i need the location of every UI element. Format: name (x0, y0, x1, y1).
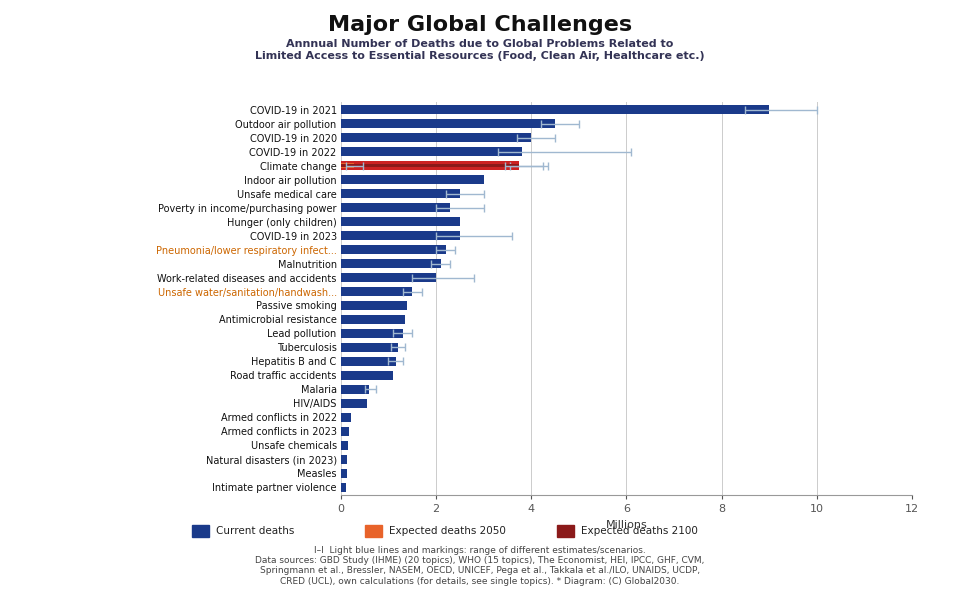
Bar (341, 301, 407, 310)
X-axis label: Millions: Millions (606, 520, 647, 530)
Text: Springmann et al., Bressler, NASEM, OECD, UNICEF, Pega et al., Takkala et al./IL: Springmann et al., Bressler, NASEM, OECD… (260, 566, 700, 575)
Bar (341, 441, 348, 450)
Bar (341, 163, 354, 168)
Text: Expected deaths 2100: Expected deaths 2100 (581, 526, 698, 536)
Bar (341, 147, 521, 156)
Text: Current deaths: Current deaths (216, 526, 295, 536)
Bar (341, 189, 460, 198)
Text: CRED (UCL), own calculations (for details, see single topics). * Diagram: (C) Gl: CRED (UCL), own calculations (for detail… (280, 577, 680, 586)
Text: Data sources: GBD Study (IHME) (20 topics), WHO (15 topics), The Economist, HEI,: Data sources: GBD Study (IHME) (20 topic… (255, 556, 705, 565)
Bar (341, 203, 450, 212)
Bar (341, 273, 436, 282)
Bar (341, 469, 347, 478)
Bar (341, 119, 555, 128)
Bar (341, 161, 519, 170)
Bar (341, 105, 769, 114)
Bar (341, 245, 445, 254)
Bar (341, 259, 441, 268)
Bar (341, 217, 460, 226)
Bar (341, 357, 396, 366)
Bar (341, 483, 346, 492)
Bar (341, 315, 405, 324)
Bar (341, 343, 397, 352)
Bar (341, 399, 367, 408)
Bar (341, 427, 349, 436)
Bar (341, 287, 412, 296)
Text: Annnual Number of Deaths due to Global Problems Related to
Limited Access to Ess: Annnual Number of Deaths due to Global P… (255, 39, 705, 61)
Bar (341, 371, 394, 380)
Bar (341, 413, 351, 422)
Bar (341, 329, 402, 338)
Text: Major Global Challenges: Major Global Challenges (328, 15, 632, 35)
Text: I–I  Light blue lines and markings: range of different estimates/scenarios.: I–I Light blue lines and markings: range… (314, 546, 646, 555)
Bar (341, 164, 519, 167)
Bar (341, 231, 460, 240)
Text: Expected deaths 2050: Expected deaths 2050 (389, 526, 506, 536)
Bar (341, 455, 348, 464)
Bar (341, 175, 484, 184)
Bar (341, 385, 370, 394)
Bar (341, 133, 531, 142)
